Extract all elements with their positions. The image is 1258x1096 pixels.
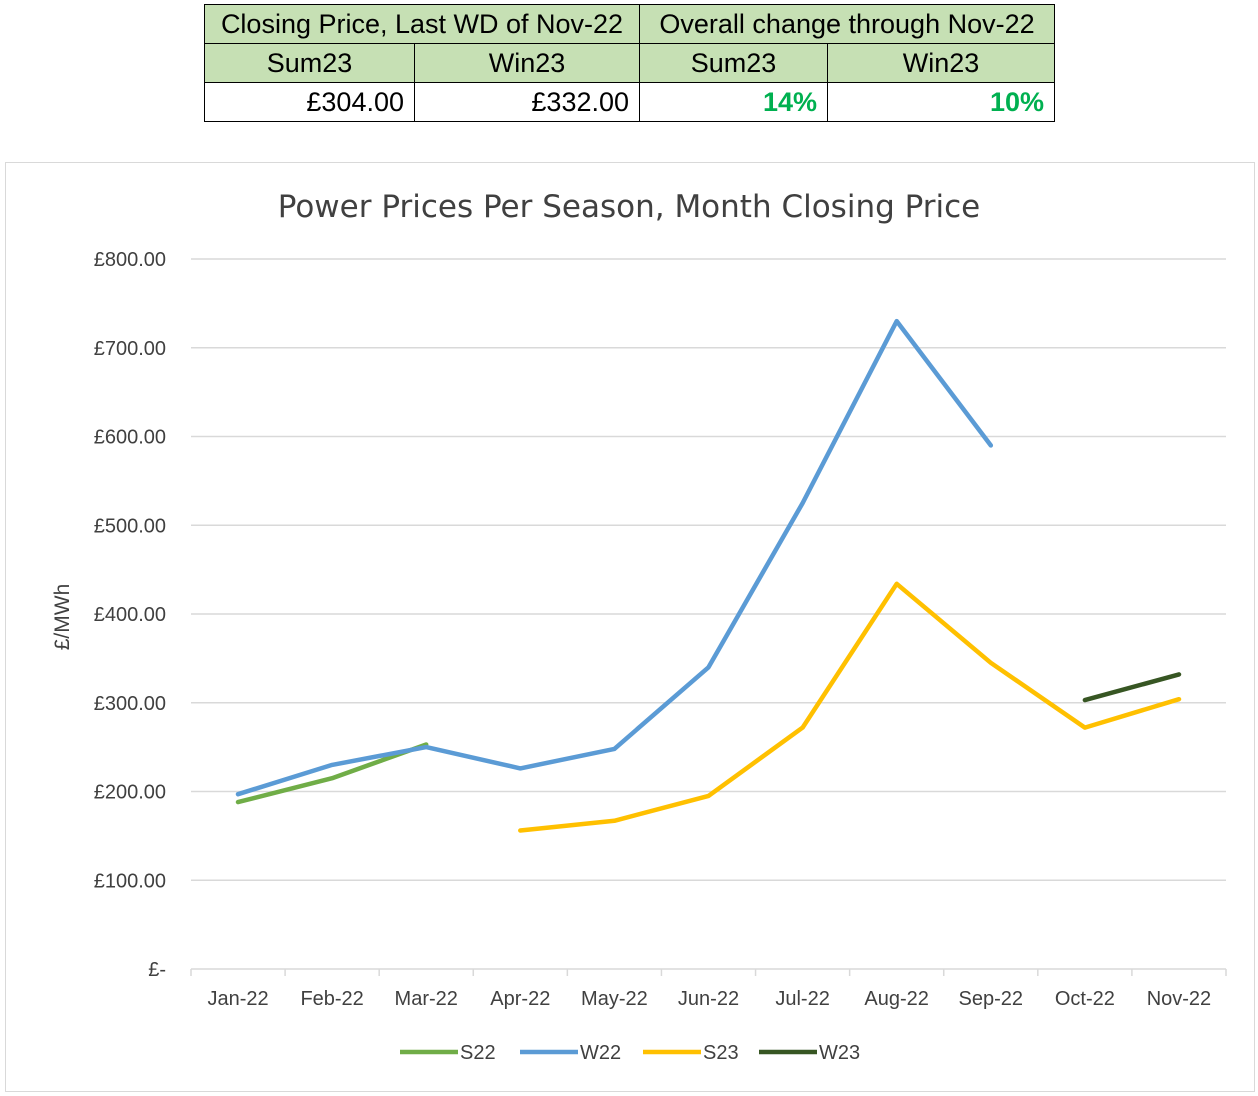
summary-group-header-row: Closing Price, Last WD of Nov-22 Overall… bbox=[203, 4, 1056, 44]
x-tick-label: May-22 bbox=[581, 988, 648, 1010]
y-tick-label: £400.00 bbox=[94, 604, 166, 626]
gridlines bbox=[191, 258, 1226, 881]
x-tick-label: Jan-22 bbox=[207, 988, 268, 1010]
summary-table: Closing Price, Last WD of Nov-22 Overall… bbox=[203, 4, 1056, 122]
x-tick-label: Feb-22 bbox=[300, 988, 363, 1010]
series-lines bbox=[235, 318, 1182, 833]
win23-change-value: 10% bbox=[827, 82, 1056, 122]
y-tick-label: £700.00 bbox=[94, 338, 166, 360]
win23-price-value: £332.00 bbox=[413, 82, 641, 122]
sum23-change-value: 14% bbox=[639, 82, 829, 122]
x-tick-label: Jun-22 bbox=[678, 988, 739, 1010]
line-chart: Power Prices Per Season, Month Closing P… bbox=[51, 189, 1227, 1064]
x-axis: Jan-22 Feb-22 Mar-22 Apr-22 May-22 Jun-22 Jul-… bbox=[190, 968, 1227, 1010]
y-tick-label: £800.00 bbox=[94, 249, 166, 271]
overall-change-header: Overall change through Nov-22 bbox=[639, 4, 1056, 44]
y-tick-label: £100.00 bbox=[94, 870, 166, 892]
sub-header-sum23-price: Sum23 bbox=[204, 43, 415, 83]
x-tick-label: Apr-22 bbox=[490, 988, 550, 1010]
y-tick-label: £300.00 bbox=[94, 693, 166, 715]
y-tick-label: £600.00 bbox=[94, 427, 166, 449]
legend-label-s23: S23 bbox=[703, 1042, 739, 1064]
x-tick-label: Jul-22 bbox=[775, 988, 829, 1010]
y-axis-ticks: £- £100.00 £200.00 £300.00 £400.00 £500.00 £60… bbox=[94, 249, 166, 981]
x-tick-label: Mar-22 bbox=[395, 988, 458, 1010]
summary-sub-header-row: Sum23 Win23 Sum23 Win23 bbox=[204, 43, 1056, 83]
chart-title: Power Prices Per Season, Month Closing P… bbox=[278, 189, 981, 225]
x-tick-label: Oct-22 bbox=[1055, 988, 1115, 1010]
sum23-price-value: £304.00 bbox=[204, 82, 415, 122]
legend: S22 W22 S23 W23 bbox=[400, 1042, 860, 1064]
y-axis-label: £/MWh bbox=[51, 584, 74, 651]
series-line-w22 bbox=[235, 318, 994, 797]
y-tick-label: £200.00 bbox=[94, 782, 166, 804]
sub-header-sum23-change: Sum23 bbox=[639, 43, 829, 83]
chart-area: Power Prices Per Season, Month Closing P… bbox=[5, 162, 1255, 1092]
closing-price-header: Closing Price, Last WD of Nov-22 bbox=[203, 4, 641, 44]
summary-values-row: £304.00 £332.00 14% 10% bbox=[204, 82, 1056, 122]
series-line-w23 bbox=[1082, 672, 1182, 703]
sub-header-win23-price: Win23 bbox=[413, 43, 641, 83]
y-tick-label: £- bbox=[148, 959, 166, 981]
legend-label-w23: W23 bbox=[819, 1042, 860, 1064]
legend-label-w22: W22 bbox=[580, 1042, 621, 1064]
x-tick-label: Nov-22 bbox=[1147, 988, 1211, 1010]
x-tick-label: Aug-22 bbox=[864, 988, 929, 1010]
x-tick-label: Sep-22 bbox=[959, 988, 1024, 1010]
sub-header-win23-change: Win23 bbox=[827, 43, 1056, 83]
series-line-s22 bbox=[235, 742, 429, 805]
legend-label-s22: S22 bbox=[460, 1042, 496, 1064]
y-tick-label: £500.00 bbox=[94, 515, 166, 537]
series-line-s23 bbox=[518, 581, 1182, 833]
